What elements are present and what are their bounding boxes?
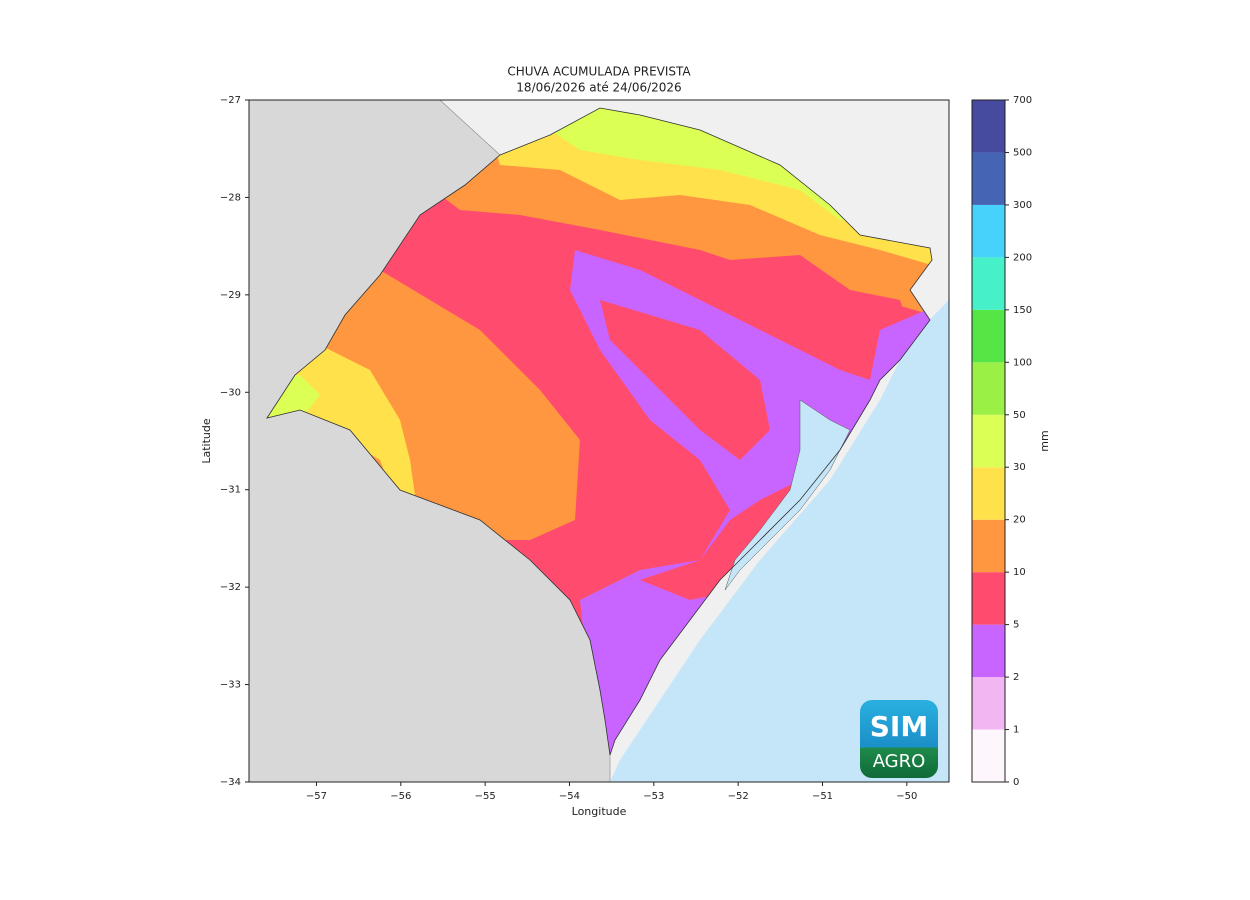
ocean — [610, 300, 949, 782]
colorbar-tick-label: 100 — [1013, 357, 1032, 368]
logo: SIM AGRO — [860, 700, 938, 778]
y-tick-label: −29 — [220, 290, 241, 301]
logo-bottom: AGRO — [873, 751, 926, 772]
colorbar-tick-label: 300 — [1013, 200, 1032, 211]
x-tick-label: −56 — [390, 791, 411, 802]
x-axis-label: Longitude — [572, 805, 627, 818]
x-tick-label: −55 — [475, 791, 496, 802]
colorbar-segment — [972, 100, 1005, 153]
colorbar-tick-label: 30 — [1013, 462, 1026, 473]
colorbar-tick-label: 50 — [1013, 410, 1026, 421]
colorbar-segment — [972, 257, 1005, 310]
y-tick-label: −32 — [220, 582, 241, 593]
state-outline — [266, 107, 933, 756]
y-tick-label: −28 — [220, 192, 241, 203]
colorbar-tick-label: 500 — [1013, 147, 1032, 158]
x-tick-label: −50 — [896, 791, 917, 802]
x-tick-label: −57 — [306, 791, 327, 802]
y-tick-label: −31 — [220, 485, 241, 496]
x-tick-label: −53 — [643, 791, 664, 802]
colorbar-segment — [972, 309, 1005, 363]
colorbar-tick-label: 10 — [1013, 567, 1026, 578]
colorbar-segment — [972, 467, 1005, 520]
colorbar-segment — [972, 204, 1005, 258]
axes-frame — [248, 99, 950, 783]
colorbar-segment — [972, 152, 1005, 205]
y-tick-label: −30 — [220, 387, 241, 398]
colorbar-segment — [972, 677, 1005, 730]
lagoon — [724, 399, 851, 591]
map-title: CHUVA ACUMULADA PREVISTA — [507, 65, 691, 79]
colorbar-tick-label: 700 — [1013, 95, 1032, 106]
colorbar-segment — [972, 572, 1005, 625]
colorbar-tick-label: 2 — [1013, 672, 1019, 683]
colorbar-frame — [971, 99, 1006, 783]
logo-badge — [860, 700, 938, 778]
colorbar-segment — [972, 414, 1005, 468]
x-tick-label: −51 — [812, 791, 833, 802]
x-tick-label: −54 — [559, 791, 580, 802]
colorbar-segment — [972, 362, 1005, 415]
colorbar-tick-label: 1 — [1013, 725, 1019, 736]
colorbar-tick-label: 0 — [1013, 777, 1019, 788]
y-tick-label: −27 — [220, 95, 241, 106]
colorbar-segment — [972, 729, 1005, 782]
colorbar-tick-label: 200 — [1013, 252, 1032, 263]
colorbar-segment — [972, 519, 1005, 573]
colorbar-segment — [972, 624, 1005, 678]
colorbar-tick-label: 5 — [1013, 620, 1019, 631]
map-area — [249, 100, 949, 782]
map-subtitle: 18/06/2026 até 24/06/2026 — [516, 81, 681, 95]
colorbar-tick-label: 150 — [1013, 305, 1032, 316]
y-tick-label: −34 — [220, 777, 241, 788]
colorbar-tick-label: 20 — [1013, 515, 1026, 526]
y-tick-label: −33 — [220, 680, 241, 691]
x-tick-label: −52 — [728, 791, 749, 802]
logo-top: SIM — [870, 710, 928, 743]
y-axis-label: Latitude — [200, 418, 213, 464]
colorbar-label: mm — [1038, 430, 1051, 451]
